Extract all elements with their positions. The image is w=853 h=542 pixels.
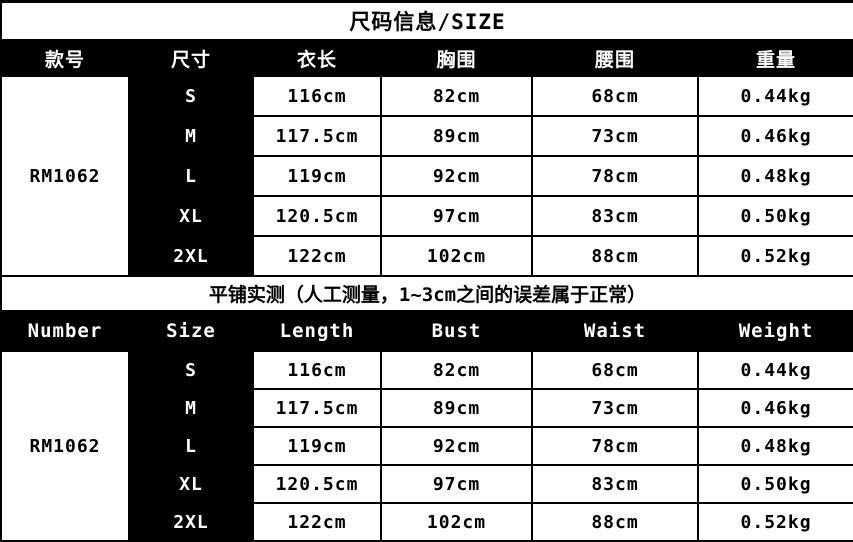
bust-cell: 97cm: [380, 464, 533, 504]
length-cell: 116cm: [252, 350, 382, 390]
waist-cell: 73cm: [531, 388, 699, 428]
waist-cell: 83cm: [531, 464, 699, 504]
weight-cell: 0.48kg: [696, 155, 853, 197]
header-length: Length: [252, 310, 382, 352]
header-waist: 腰围: [531, 39, 699, 77]
weight-cell: 0.52kg: [696, 235, 853, 277]
waist-cell: 88cm: [531, 235, 699, 277]
waist-cell: 78cm: [531, 426, 699, 466]
bust-cell: 92cm: [380, 155, 533, 197]
header-weight: Weight: [696, 310, 853, 352]
model-cell: RM1062: [0, 75, 130, 277]
waist-cell: 78cm: [531, 155, 699, 197]
size-cell: M: [128, 388, 254, 428]
length-cell: 122cm: [252, 235, 382, 277]
size-cell: S: [128, 350, 254, 390]
bust-cell: 82cm: [380, 75, 533, 117]
size-cell: XL: [128, 464, 254, 504]
bust-cell: 102cm: [380, 235, 533, 277]
table-row: XL 120.5cm 97cm 83cm 0.50kg: [1, 195, 853, 237]
bust-cell: 89cm: [380, 388, 533, 428]
bust-cell: 89cm: [380, 115, 533, 157]
weight-cell: 0.50kg: [696, 464, 853, 504]
table-row: 2XL 122cm 102cm 88cm 0.52kg: [1, 235, 853, 277]
header-bust: 胸围: [380, 39, 533, 77]
model-cell: RM1062: [0, 350, 130, 542]
header-size: 尺寸: [128, 39, 254, 77]
table-row: L 119cm 92cm 78cm 0.48kg: [1, 426, 853, 466]
length-cell: 116cm: [252, 75, 382, 117]
header-weight: 重量: [696, 39, 853, 77]
size-cell: S: [128, 75, 254, 117]
measurement-note: 平铺实测（人工测量，1~3cm之间的误差属于正常）: [0, 275, 853, 312]
length-cell: 117.5cm: [252, 115, 382, 157]
header-row-cn: 款号 尺寸 衣长 胸围 腰围 重量: [0, 39, 853, 77]
bust-cell: 97cm: [380, 195, 533, 237]
weight-cell: 0.46kg: [696, 115, 853, 157]
size-cell: 2XL: [128, 235, 254, 277]
waist-cell: 68cm: [531, 75, 699, 117]
header-row-en: Number Size Length Bust Waist Weight: [0, 310, 853, 352]
bust-cell: 82cm: [380, 350, 533, 390]
header-number: Number: [0, 310, 130, 352]
bust-cell: 92cm: [380, 426, 533, 466]
weight-cell: 0.48kg: [696, 426, 853, 466]
table-row: 2XL 122cm 102cm 88cm 0.52kg: [1, 502, 853, 542]
header-model: 款号: [0, 39, 130, 77]
size-cell: L: [128, 155, 254, 197]
waist-cell: 73cm: [531, 115, 699, 157]
length-cell: 119cm: [252, 155, 382, 197]
table-row: RM1062 S 116cm 82cm 68cm 0.44kg: [0, 75, 853, 277]
weight-cell: 0.44kg: [696, 350, 853, 390]
header-bust: Bust: [380, 310, 533, 352]
length-cell: 119cm: [252, 426, 382, 466]
waist-cell: 68cm: [531, 350, 699, 390]
table-title: 尺码信息/SIZE: [0, 0, 853, 41]
waist-cell: 88cm: [531, 502, 699, 542]
weight-cell: 0.50kg: [696, 195, 853, 237]
header-size: Size: [128, 310, 254, 352]
header-waist: Waist: [531, 310, 699, 352]
table-row: M 117.5cm 89cm 73cm 0.46kg: [1, 115, 853, 157]
size-cell: XL: [128, 195, 254, 237]
length-cell: 122cm: [252, 502, 382, 542]
bust-cell: 102cm: [380, 502, 533, 542]
size-cell: M: [128, 115, 254, 157]
table-row: M 117.5cm 89cm 73cm 0.46kg: [1, 388, 853, 428]
length-cell: 117.5cm: [252, 388, 382, 428]
size-cell: 2XL: [128, 502, 254, 542]
length-cell: 120.5cm: [252, 464, 382, 504]
weight-cell: 0.44kg: [696, 75, 853, 117]
size-cell: L: [128, 426, 254, 466]
weight-cell: 0.52kg: [696, 502, 853, 542]
weight-cell: 0.46kg: [696, 388, 853, 428]
table-row: L 119cm 92cm 78cm 0.48kg: [1, 155, 853, 197]
length-cell: 120.5cm: [252, 195, 382, 237]
waist-cell: 83cm: [531, 195, 699, 237]
table-row: XL 120.5cm 97cm 83cm 0.50kg: [1, 464, 853, 504]
header-length: 衣长: [252, 39, 382, 77]
table-row: RM1062 S 116cm 82cm 68cm 0.44kg: [0, 350, 853, 542]
